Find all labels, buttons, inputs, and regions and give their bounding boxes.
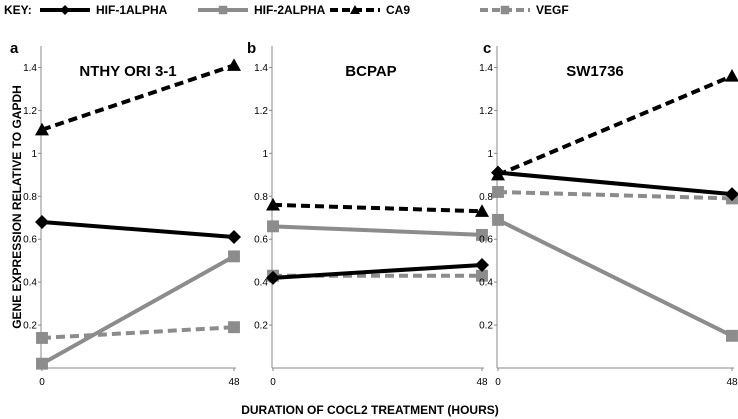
y-tick-label: 1.4 (479, 63, 493, 74)
data-point-hif-1alpha (475, 257, 489, 272)
x-tick-label: 48 (726, 377, 738, 388)
panel-c: c SW1736 0.2 0.4 0.6 0.8 1 1.2 1.4 0 48 (479, 40, 738, 388)
series-vegf (492, 186, 738, 205)
y-axis-label: GENE EXPRESSION RELATIVE TO GAPDH (10, 85, 24, 329)
panel-title: BCPAP (345, 63, 396, 80)
series-line-ca9 (41, 63, 235, 132)
y-tick-label: 0.8 (254, 192, 268, 203)
series-line-hif-1alpha (497, 170, 733, 197)
series-vegf (36, 321, 240, 344)
legend-item-hif-1alpha: HIF-1ALPHA (40, 3, 168, 17)
y-tick-label: 0.8 (23, 192, 37, 203)
data-point-vegf (36, 331, 48, 344)
series-line-hif-2alpha (272, 224, 483, 237)
y-tick-label: 1.4 (23, 63, 37, 74)
y-tick-label: 0.4 (23, 278, 37, 289)
data-point-hif-1alpha (227, 230, 241, 245)
legend-key-label: KEY: (4, 3, 32, 17)
y-tick-label: 0.6 (479, 235, 493, 246)
x-tick-label: 0 (270, 377, 276, 388)
series-line-hif-2alpha (497, 218, 733, 338)
series-line-ca9 (272, 202, 483, 214)
panel-letter: b (247, 40, 256, 57)
panel-letter: c (483, 40, 491, 57)
data-point-hif-2alpha (726, 329, 738, 342)
legend-marker-vegf (500, 5, 510, 15)
series-ca9 (266, 197, 489, 217)
legend: KEY: HIF-1ALPHA HIF-2ALPHA CA9 VEGF (4, 3, 569, 17)
y-tick-label: 1 (262, 149, 268, 160)
y-tick-label: 1.4 (254, 63, 268, 74)
x-tick-label: 0 (495, 377, 501, 388)
data-point-vegf (492, 186, 504, 198)
x-axis-label: DURATION OF COCL2 TREATMENT (HOURS) (241, 403, 499, 417)
y-tick-label: 0.2 (479, 321, 493, 332)
data-point-hif-1alpha (35, 215, 49, 230)
y-tick-label: 1.2 (254, 106, 268, 117)
y-tick-label: 0.8 (479, 192, 493, 203)
x-tick-label: 48 (228, 377, 240, 388)
x-tick-label: 0 (39, 377, 45, 388)
data-point-hif-2alpha (228, 250, 240, 263)
series-ca9 (491, 69, 738, 181)
y-tick-label: 0.2 (254, 321, 268, 332)
data-point-ca9 (725, 69, 738, 82)
data-point-hif-2alpha (476, 228, 488, 241)
y-tick-label: 1 (31, 149, 37, 160)
legend-item-vegf: VEGF (480, 3, 569, 17)
legend-label-vegf: VEGF (536, 3, 569, 17)
panel-letter: a (10, 40, 19, 57)
legend-marker-ca9 (350, 5, 360, 14)
legend-label-hif-1alpha: HIF-1ALPHA (96, 3, 168, 17)
series-line-hif-2alpha (41, 254, 235, 366)
data-point-ca9 (475, 204, 489, 217)
y-tick-label: 1.2 (479, 106, 493, 117)
legend-label-ca9: CA9 (386, 3, 410, 17)
panel-title: SW1736 (566, 63, 624, 80)
data-point-hif-2alpha (492, 213, 504, 226)
y-tick-label: 0.6 (23, 235, 37, 246)
series-hif-2alpha (492, 213, 738, 342)
panel-a: a NTHY ORI 3-1 0.2 0.4 0.6 0.8 1 1.2 1.4 0 48 (10, 40, 241, 388)
legend-marker-hif-2alpha (218, 5, 228, 15)
data-point-ca9 (35, 122, 49, 136)
series-hif-2alpha (267, 220, 488, 241)
y-tick-label: 0.4 (479, 278, 493, 289)
data-point-hif-2alpha (36, 357, 48, 370)
series-line-hif-1alpha (41, 220, 235, 240)
series-line-hif-1alpha (272, 262, 483, 280)
data-point-ca9 (227, 58, 241, 71)
y-tick-label: 0.6 (254, 235, 268, 246)
panel-title: NTHY ORI 3-1 (79, 63, 176, 80)
panel-b: b BCPAP 0.2 0.4 0.6 0.8 1 1.2 1.4 0 48 (247, 40, 489, 388)
legend-item-hif-2alpha: HIF-2ALPHA (198, 3, 326, 17)
legend-marker-hif-1alpha (60, 5, 70, 15)
series-ca9 (35, 58, 241, 136)
y-tick-label: 0.4 (254, 278, 268, 289)
series-hif-1alpha (35, 215, 241, 245)
data-point-hif-2alpha (267, 220, 279, 233)
x-tick-label: 48 (476, 377, 488, 388)
series-hif-1alpha (266, 257, 489, 285)
series-line-ca9 (497, 74, 733, 177)
data-point-ca9 (266, 197, 280, 211)
panels: a NTHY ORI 3-1 0.2 0.4 0.6 0.8 1 1.2 1.4 0 48 b BCPA… (10, 40, 738, 388)
legend-item-ca9: CA9 (330, 3, 410, 17)
series-hif-2alpha (36, 250, 240, 370)
legend-label-hif-2alpha: HIF-2ALPHA (254, 3, 326, 17)
y-tick-label: 1.2 (23, 106, 37, 117)
series-line-vegf (497, 189, 733, 201)
y-tick-label: 1 (487, 149, 493, 160)
data-point-vegf (476, 269, 488, 282)
data-point-vegf (228, 321, 240, 334)
y-tick-label: 0.2 (23, 321, 37, 332)
data-point-hif-1alpha (266, 270, 280, 285)
data-point-ca9 (491, 167, 505, 181)
data-point-hif-1alpha (725, 187, 738, 202)
series-line-vegf (41, 325, 235, 340)
